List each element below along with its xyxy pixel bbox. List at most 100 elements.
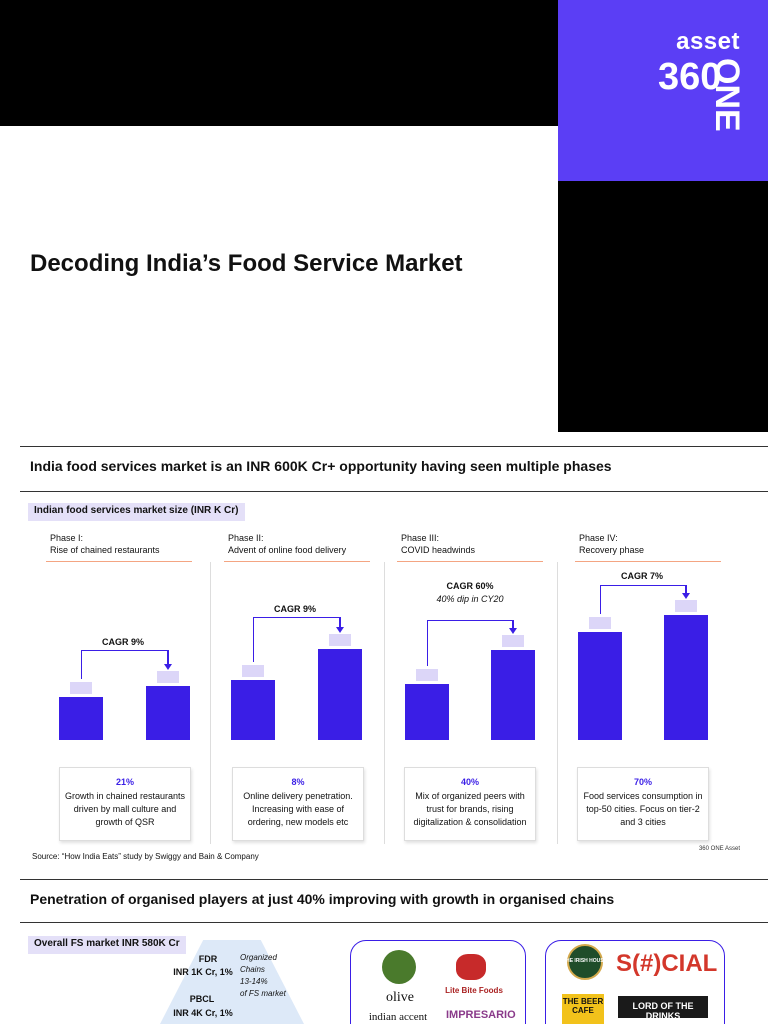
logo-360-text: 360 xyxy=(658,56,722,98)
source-note: Source: “How India Eats” study by Swiggy… xyxy=(32,852,259,861)
phase-4-callout-pct: 70% xyxy=(633,777,652,787)
arrow-down-icon xyxy=(682,593,690,600)
brand-olive: olive xyxy=(386,990,414,1005)
phase-3-callout-text: Mix of organized peers with trust for br… xyxy=(413,791,527,827)
cagr-connector xyxy=(81,650,168,679)
organized-note-line: Chains xyxy=(240,965,265,974)
cagr-connector-drop xyxy=(512,620,514,628)
phase-4-underline xyxy=(575,561,721,562)
olive-leaf-icon xyxy=(382,950,416,984)
organized-note-line: Organized xyxy=(240,953,277,962)
market-size-bar xyxy=(405,683,449,740)
cagr-connector-drop xyxy=(167,650,169,664)
cagr-connector xyxy=(600,585,686,614)
phase-3-number: Phase III: xyxy=(401,533,440,543)
brand-indian-accent: indian accent xyxy=(368,1011,428,1023)
credit-note: 360 ONE Asset xyxy=(698,846,740,852)
fs-market-chip: Overall FS market INR 580K Cr xyxy=(28,936,186,954)
page-title: Decoding India’s Food Service Market xyxy=(30,250,463,277)
phase-4-callout: 70% Food services consumption in top-50 … xyxy=(577,767,709,841)
phase-2-callout: 8% Online delivery penetration. Increasi… xyxy=(232,767,364,841)
phase-3-callout: 40% Mix of organized peers with trust fo… xyxy=(404,767,536,841)
phase-2-underline xyxy=(224,561,370,562)
phase-2-header: Phase II: Advent of online food delivery xyxy=(228,533,374,555)
cagr-label-2: CAGR 9% xyxy=(273,604,316,614)
cagr-connector-drop xyxy=(685,585,687,594)
phase-1-header: Phase I: Rise of chained restaurants xyxy=(50,533,196,555)
section1-bottom-rule xyxy=(20,491,768,492)
brand-impresario: IMPRESARIO xyxy=(446,1009,516,1021)
market-size-bar xyxy=(146,686,190,740)
arrow-down-icon xyxy=(509,628,517,634)
logo-one-text: ONE xyxy=(708,58,746,132)
phase-divider xyxy=(557,562,558,844)
bar-value-placeholder xyxy=(416,668,438,681)
cagr-label-1: CAGR 9% xyxy=(101,637,144,647)
phase-3-callout-pct: 40% xyxy=(460,777,479,787)
pyramid-fdr-value: INR 1K Cr, 1% xyxy=(173,967,233,977)
section2-top-rule xyxy=(20,879,768,880)
section1-top-rule xyxy=(20,446,768,447)
phase-3-underline xyxy=(397,561,543,562)
brand-lord-of-drinks: LORD OF THE DRINKS xyxy=(618,996,708,1021)
phase-2-number: Phase II: xyxy=(228,533,264,543)
organized-note-line: of FS market xyxy=(240,989,286,998)
cagr-note-3: 40% dip in CY20 xyxy=(436,594,504,604)
cagr-connector xyxy=(253,617,340,662)
phase-1-number: Phase I: xyxy=(50,533,84,543)
phase-3-desc: COVID headwinds xyxy=(401,545,476,555)
bar-value-placeholder xyxy=(242,665,264,677)
phase-2-callout-text: Online delivery penetration. Increasing … xyxy=(243,791,353,827)
organized-note-line: 13-14% xyxy=(240,977,268,986)
market-size-bar xyxy=(664,615,708,740)
brand-beer-cafe: THE BEER CAFE xyxy=(562,994,604,1024)
phase-1-underline xyxy=(46,561,192,562)
market-size-bar xyxy=(318,648,362,740)
phase-4-desc: Recovery phase xyxy=(579,545,645,555)
bar-value-placeholder xyxy=(70,681,92,694)
chef-hat-icon xyxy=(456,954,486,980)
phase-1-callout: 21% Growth in chained restaurants driven… xyxy=(59,767,191,841)
brand-lite-bite: Lite Bite Foods xyxy=(445,986,503,995)
cagr-label-4: CAGR 7% xyxy=(620,571,663,581)
market-size-bar xyxy=(59,696,103,740)
cagr-label-3: CAGR 60% xyxy=(446,581,494,591)
title-card xyxy=(0,126,558,432)
bar-value-placeholder xyxy=(589,617,611,629)
cagr-connector-drop xyxy=(339,617,341,627)
pyramid-fdr-name: FDR xyxy=(198,954,218,964)
market-size-bar xyxy=(491,650,535,740)
phase-divider xyxy=(384,562,385,844)
market-size-bar xyxy=(578,632,622,740)
phase-4-callout-text: Food services consumption in top-50 citi… xyxy=(583,791,703,827)
cagr-connector xyxy=(427,620,513,666)
phase-divider xyxy=(210,562,211,844)
brand-group-1 xyxy=(350,940,526,1024)
section2-title: Penetration of organised players at just… xyxy=(30,891,615,907)
brand-block xyxy=(558,0,768,181)
brand-social: S(#)CIAL xyxy=(616,950,718,977)
arrow-down-icon xyxy=(336,626,344,633)
bar-value-placeholder xyxy=(157,671,179,683)
organized-chains-note: Organized Chains 13-14% of FS market xyxy=(240,952,286,1000)
logo-asset-text: asset xyxy=(676,28,740,55)
pyramid-pbcl-value: INR 4K Cr, 1% xyxy=(173,1008,233,1018)
section1-title: India food services market is an INR 600… xyxy=(30,458,612,474)
irish-house-badge-icon xyxy=(567,944,603,980)
phase-2-callout-pct: 8% xyxy=(291,777,305,787)
phase-3-header: Phase III: COVID headwinds xyxy=(401,533,547,555)
phase-4-number: Phase IV: xyxy=(579,533,618,543)
bar-value-placeholder xyxy=(502,635,524,647)
arrow-down-icon xyxy=(164,664,172,670)
bar-value-placeholder xyxy=(675,600,697,613)
phase-1-callout-text: Growth in chained restaurants driven by … xyxy=(64,791,186,827)
brand-irish-house: THE IRISH HOUSE xyxy=(563,958,607,964)
phase-1-desc: Rise of chained restaurants xyxy=(50,545,160,555)
chart-label-chip: Indian food services market size (INR K … xyxy=(28,503,245,521)
bar-value-placeholder xyxy=(329,633,351,646)
phase-2-desc: Advent of online food delivery xyxy=(228,545,347,555)
section2-bottom-rule xyxy=(20,922,768,923)
phase-4-header: Phase IV: Recovery phase xyxy=(579,533,725,555)
market-size-bar xyxy=(231,680,275,740)
brand-group-2 xyxy=(545,940,725,1024)
